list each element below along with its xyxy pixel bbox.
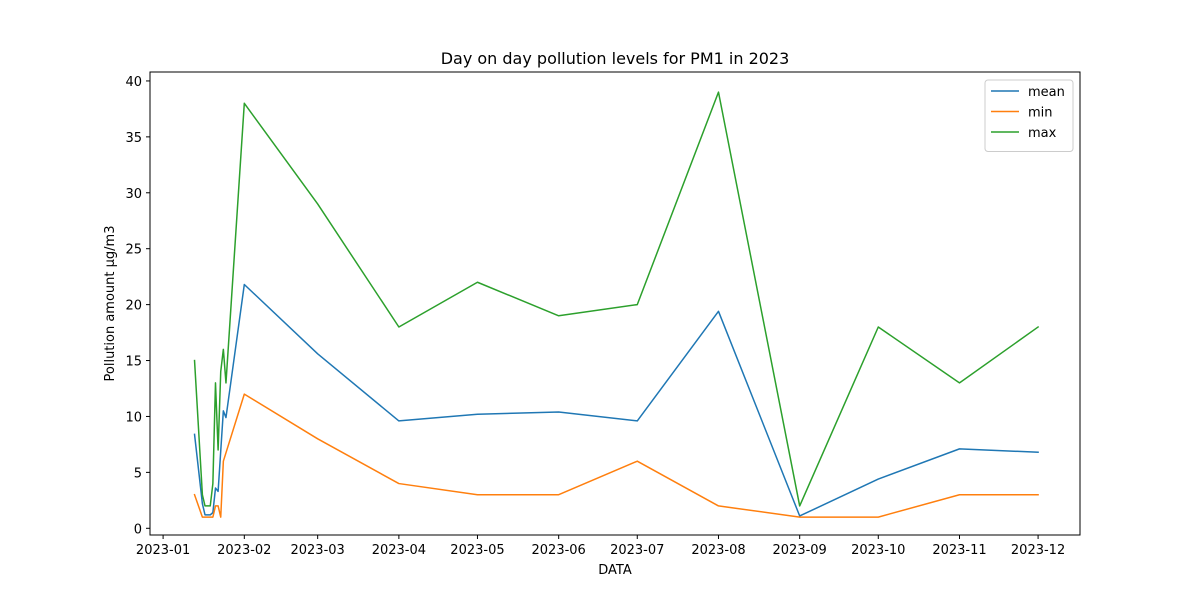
legend: mean min max xyxy=(984,79,1074,152)
y-tick-label: 5 xyxy=(134,466,142,481)
y-tick-label: 30 xyxy=(125,187,142,202)
y-tick-label: 25 xyxy=(125,243,142,258)
chart-title: Day on day pollution levels for PM1 in 2… xyxy=(441,49,790,68)
x-tick-label: 2023-03 xyxy=(290,543,344,558)
x-tick-label: 2023-01 xyxy=(136,543,190,558)
x-tick-label: 2023-11 xyxy=(932,543,986,558)
x-tick-label: 2023-10 xyxy=(851,543,905,558)
y-axis-label: Pollution amount µg/m3 xyxy=(103,226,118,382)
x-tick-label: 2023-04 xyxy=(372,543,426,558)
x-tick-label: 2023-05 xyxy=(450,543,504,558)
x-tick-label: 2023-09 xyxy=(773,543,827,558)
series-line-mean xyxy=(193,283,1039,517)
plot-area xyxy=(193,91,1040,518)
y-tick-label: 0 xyxy=(134,522,142,537)
x-tick-label: 2023-06 xyxy=(532,543,586,558)
y-axis-ticks: 0 5 10 15 20 25 30 35 40 xyxy=(125,75,150,537)
legend-label-max: max xyxy=(1028,126,1057,141)
legend-box xyxy=(984,79,1074,152)
x-axis-ticks: 2023-01 2023-02 2023-03 2023-04 2023-05 2023-… xyxy=(136,535,1065,558)
y-tick-label: 40 xyxy=(125,75,142,90)
y-tick-label: 10 xyxy=(125,410,142,425)
legend-label-mean: mean xyxy=(1028,85,1065,100)
x-tick-label: 2023-07 xyxy=(610,543,664,558)
y-tick-label: 20 xyxy=(125,299,142,314)
legend-label-min: min xyxy=(1028,106,1053,121)
y-tick-label: 15 xyxy=(125,355,142,370)
axes-frame xyxy=(149,71,1081,536)
series-line-min xyxy=(193,393,1039,518)
y-tick-label: 35 xyxy=(125,131,142,146)
x-tick-label: 2023-02 xyxy=(217,543,271,558)
x-axis-label: DATA xyxy=(598,563,632,578)
series-line-max xyxy=(193,91,1040,507)
x-tick-label: 2023-08 xyxy=(691,543,745,558)
x-tick-label: 2023-12 xyxy=(1011,543,1065,558)
